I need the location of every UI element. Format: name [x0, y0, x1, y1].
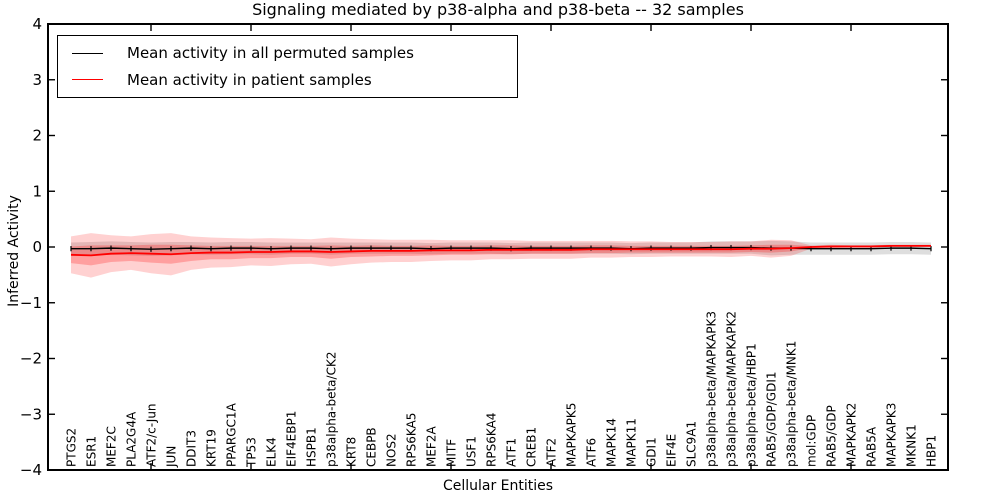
x-category-label: EIF4E	[665, 434, 679, 467]
y-axis-label: Inferred Activity	[6, 195, 22, 307]
x-category-label: TP53	[245, 437, 259, 468]
x-category-label: p38alpha-beta/MAPKAPK2	[725, 311, 739, 467]
x-category-label: SLC9A1	[685, 421, 699, 467]
x-category-label: ELK4	[265, 437, 279, 467]
y-tick-label: 3	[32, 71, 42, 89]
x-category-label: MAPKAPK3	[885, 403, 899, 467]
y-tick-label: 1	[32, 182, 42, 200]
x-category-label: MKNK1	[905, 424, 919, 467]
patient-mean-line	[70, 244, 931, 257]
x-category-label: RAB5/GDP/GDI1	[765, 371, 779, 467]
legend-label-patient: Mean activity in patient samples	[127, 70, 372, 89]
x-category-label: p38alpha-beta/MAPKAPK3	[705, 311, 719, 467]
x-category-label: EIF4EBP1	[285, 411, 299, 467]
x-category-label: ATF2/c-Jun	[145, 403, 159, 467]
y-tick-label: 0	[32, 238, 42, 256]
x-category-label: p38alpha-beta/MNK1	[785, 341, 799, 467]
x-category-label: MEF2A	[425, 426, 439, 467]
legend-item-permuted: Mean activity in all permuted samples	[72, 40, 517, 66]
y-tick-label: −4	[20, 461, 42, 479]
x-category-label: PPARGC1A	[225, 402, 239, 467]
x-category-label: DDIT3	[185, 430, 199, 467]
x-category-label: PLA2G4A	[125, 411, 139, 467]
x-category-label: HBP1	[925, 435, 939, 467]
y-tick-label: −3	[20, 405, 42, 423]
patient-std-band-outer	[71, 233, 931, 278]
legend-item-patient: Mean activity in patient samples	[72, 67, 517, 93]
x-category-label: MAPKAPK5	[565, 403, 579, 467]
x-category-label: RAB5A	[865, 426, 879, 467]
x-category-label: MAPKAPK2	[845, 403, 859, 467]
x-category-label: HSPB1	[305, 427, 319, 467]
x-category-label: GDI1	[645, 437, 659, 467]
y-tick-label: −1	[20, 294, 42, 312]
y-tick-label: −2	[20, 350, 42, 368]
x-category-label: USF1	[465, 436, 479, 467]
x-category-label: MAPK14	[605, 418, 619, 467]
x-axis-label: Cellular Entities	[442, 478, 554, 494]
chart-title: Signaling mediated by p38-alpha and p38-…	[252, 0, 744, 19]
x-category-label: KRT8	[345, 437, 359, 467]
legend-label-permuted: Mean activity in all permuted samples	[127, 44, 414, 63]
x-category-label: CREB1	[525, 427, 539, 467]
x-category-label: ESR1	[85, 436, 99, 467]
y-tick-label: 2	[32, 127, 42, 145]
x-category-label: NOS2	[385, 433, 399, 467]
x-category-label: ATF2	[545, 438, 559, 467]
x-category-label: MEF2C	[105, 426, 119, 467]
x-category-label: ATF6	[585, 438, 599, 467]
x-category-label: PTGS2	[65, 428, 79, 467]
patient-line-sample	[72, 79, 103, 81]
x-category-label: RPS6KA5	[405, 413, 419, 467]
x-category-label: KRT19	[205, 429, 219, 467]
x-category-label: JUN	[165, 446, 179, 468]
x-category-label: RAB5/GDP	[825, 405, 839, 467]
y-tick-label: 4	[32, 15, 42, 33]
legend-box: Mean activity in all permuted samples Me…	[57, 35, 518, 98]
x-category-label: mol:GDP	[805, 415, 819, 467]
x-category-label: RPS6KA4	[485, 413, 499, 467]
x-category-label: p38alpha-beta/CK2	[325, 352, 339, 467]
x-category-label: MITF	[445, 439, 459, 467]
permuted-line-sample	[72, 52, 103, 54]
x-category-label: CEBPB	[365, 427, 379, 467]
x-category-label: ATF1	[505, 438, 519, 467]
x-category-label: MAPK11	[625, 418, 639, 467]
x-category-label: p38alpha-beta/HBP1	[745, 343, 759, 467]
